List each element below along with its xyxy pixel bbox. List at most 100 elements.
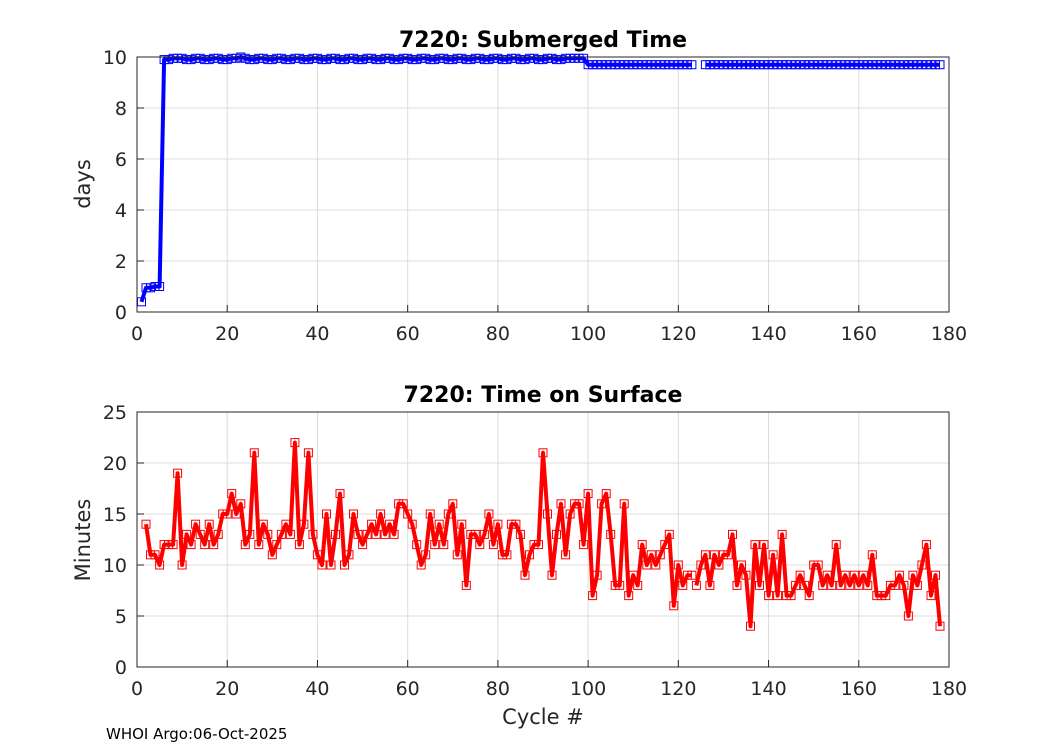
data-point xyxy=(637,60,647,70)
data-point xyxy=(344,550,354,560)
data-point xyxy=(371,529,381,539)
data-point xyxy=(881,60,891,70)
x-tick-label: 20 xyxy=(215,323,239,345)
data-point xyxy=(534,540,543,550)
data-point xyxy=(195,529,205,539)
x-tick-label: 40 xyxy=(305,323,329,345)
data-point xyxy=(903,611,913,621)
data-point xyxy=(709,550,719,560)
x-axis-label: Cycle # xyxy=(502,705,584,729)
y-tick-label: 0 xyxy=(115,302,127,324)
data-point xyxy=(552,529,561,539)
data-point xyxy=(800,60,810,70)
data-point xyxy=(696,560,706,570)
data-point xyxy=(813,560,823,570)
data-point xyxy=(800,580,810,590)
data-point xyxy=(718,550,728,560)
data-point xyxy=(303,448,313,458)
data-point xyxy=(367,519,377,529)
data-point xyxy=(335,489,345,499)
x-tick-label: 100 xyxy=(570,678,606,700)
data-point xyxy=(917,560,927,570)
data-point xyxy=(475,53,485,63)
data-point xyxy=(457,519,467,529)
data-point xyxy=(628,570,638,580)
data-point xyxy=(818,580,828,590)
data-point xyxy=(439,540,449,550)
data-point xyxy=(506,53,516,63)
data-point xyxy=(597,499,607,509)
data-point xyxy=(267,550,277,560)
x-tick-label: 20 xyxy=(215,678,239,700)
series-line xyxy=(694,532,942,629)
data-point xyxy=(921,540,931,550)
data-point xyxy=(209,540,219,550)
x-tick-label: 120 xyxy=(660,678,696,700)
data-point xyxy=(723,550,733,560)
y-tick-label: 4 xyxy=(115,200,127,222)
series xyxy=(137,52,945,307)
data-point xyxy=(227,489,237,499)
data-point xyxy=(804,591,814,601)
data-point xyxy=(583,489,593,499)
data-point xyxy=(831,540,841,550)
series-line xyxy=(139,55,692,303)
data-point xyxy=(588,591,598,601)
data-point xyxy=(506,519,516,529)
y-tick-label: 15 xyxy=(103,504,127,526)
data-point xyxy=(155,282,165,291)
data-point xyxy=(263,529,273,539)
data-point xyxy=(434,519,444,529)
data-point xyxy=(204,519,214,529)
data-point xyxy=(308,529,318,539)
data-point xyxy=(182,529,192,539)
y-tick-label: 10 xyxy=(103,555,127,577)
data-point xyxy=(759,540,769,550)
y-tick-label: 8 xyxy=(115,98,127,120)
data-point xyxy=(592,570,602,580)
data-point xyxy=(700,550,710,560)
x-tick-label: 60 xyxy=(396,678,420,700)
data-point xyxy=(340,560,349,570)
data-point xyxy=(795,570,805,580)
data-point xyxy=(362,529,372,539)
data-point xyxy=(317,560,327,570)
data-point xyxy=(412,540,422,550)
data-point xyxy=(502,550,512,560)
data-point xyxy=(840,60,850,70)
y-tick-label: 6 xyxy=(115,149,127,171)
x-tick-label: 140 xyxy=(750,678,786,700)
data-point xyxy=(921,60,931,70)
y-axis-label: days xyxy=(71,159,95,209)
data-point xyxy=(894,570,904,580)
data-point xyxy=(254,540,264,550)
data-point xyxy=(912,580,922,590)
data-point xyxy=(691,580,701,590)
data-point xyxy=(673,560,683,570)
data-point xyxy=(890,580,900,590)
data-point xyxy=(448,499,458,509)
data-point xyxy=(705,580,715,590)
data-point xyxy=(556,55,566,65)
data-point xyxy=(606,529,616,539)
data-point xyxy=(200,540,210,550)
data-point xyxy=(899,580,909,590)
data-point xyxy=(827,580,837,590)
data-point xyxy=(515,529,525,539)
data-point xyxy=(479,529,489,539)
time-on-surface-chart: 7220: Time on Surface Minutes Cycle # 0 2… xyxy=(71,383,967,729)
data-point xyxy=(935,621,945,631)
data-point xyxy=(416,560,426,570)
data-point xyxy=(845,580,855,590)
data-point xyxy=(240,540,250,550)
data-point xyxy=(759,60,769,70)
data-point xyxy=(213,529,223,539)
data-point xyxy=(231,509,241,519)
data-point xyxy=(515,55,525,65)
data-point xyxy=(867,550,877,560)
data-point xyxy=(358,540,368,550)
axes-frame xyxy=(136,56,950,313)
data-point xyxy=(777,529,787,539)
data-point xyxy=(822,570,832,580)
